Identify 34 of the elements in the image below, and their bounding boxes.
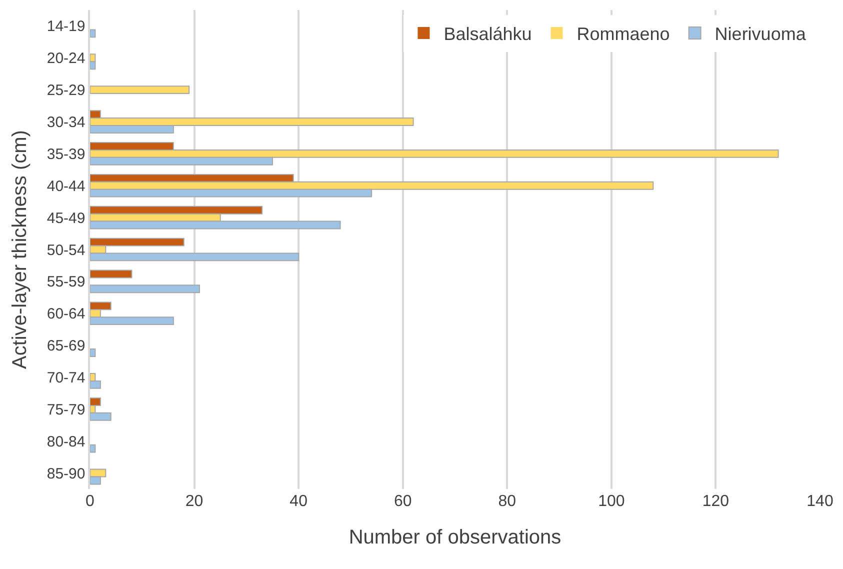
x-tick-label: 20 (185, 493, 204, 510)
x-tick-label: 0 (86, 493, 95, 510)
x-tick-label: 120 (702, 493, 730, 510)
bar (90, 444, 96, 453)
y-axis-title: Active-layer thickness (cm) (8, 130, 31, 369)
y-tick-label: 25-29 (46, 82, 86, 100)
x-tick-label: 80 (498, 493, 516, 510)
y-tick-label: 55-59 (46, 274, 86, 291)
y-tick-label: 80-84 (46, 433, 86, 450)
y-tick-label: 30-34 (46, 114, 86, 132)
bar (90, 348, 96, 357)
legend-label: Rommaeno (576, 24, 670, 44)
y-tick-label: 40-44 (46, 178, 86, 195)
y-tick-label: 70-74 (46, 369, 86, 386)
x-tick-label: 100 (598, 493, 625, 510)
y-tick-label: 75-79 (46, 401, 86, 418)
x-tick-label: 140 (806, 493, 834, 510)
bar (90, 86, 190, 94)
y-tick-label: 35-39 (46, 146, 86, 163)
legend-label: Balsaláhku (444, 24, 532, 44)
y-tick-label: 50-54 (46, 242, 86, 259)
y-tick-label: 20-24 (46, 50, 86, 68)
bar (90, 29, 96, 38)
x-axis-title: Number of observations (348, 526, 562, 548)
y-tick-label: 14-19 (46, 18, 86, 36)
x-tick-label: 60 (394, 493, 412, 510)
y-tick-label: 45-49 (46, 210, 86, 227)
x-tick-label: 40 (290, 493, 308, 510)
bar (90, 284, 200, 294)
y-tick-label: 65-69 (46, 338, 86, 355)
bar (90, 270, 132, 278)
y-tick-label: 85-90 (46, 465, 86, 482)
legend-label: Nierivuoma (714, 24, 807, 44)
y-tick-label: 60-64 (46, 306, 86, 323)
